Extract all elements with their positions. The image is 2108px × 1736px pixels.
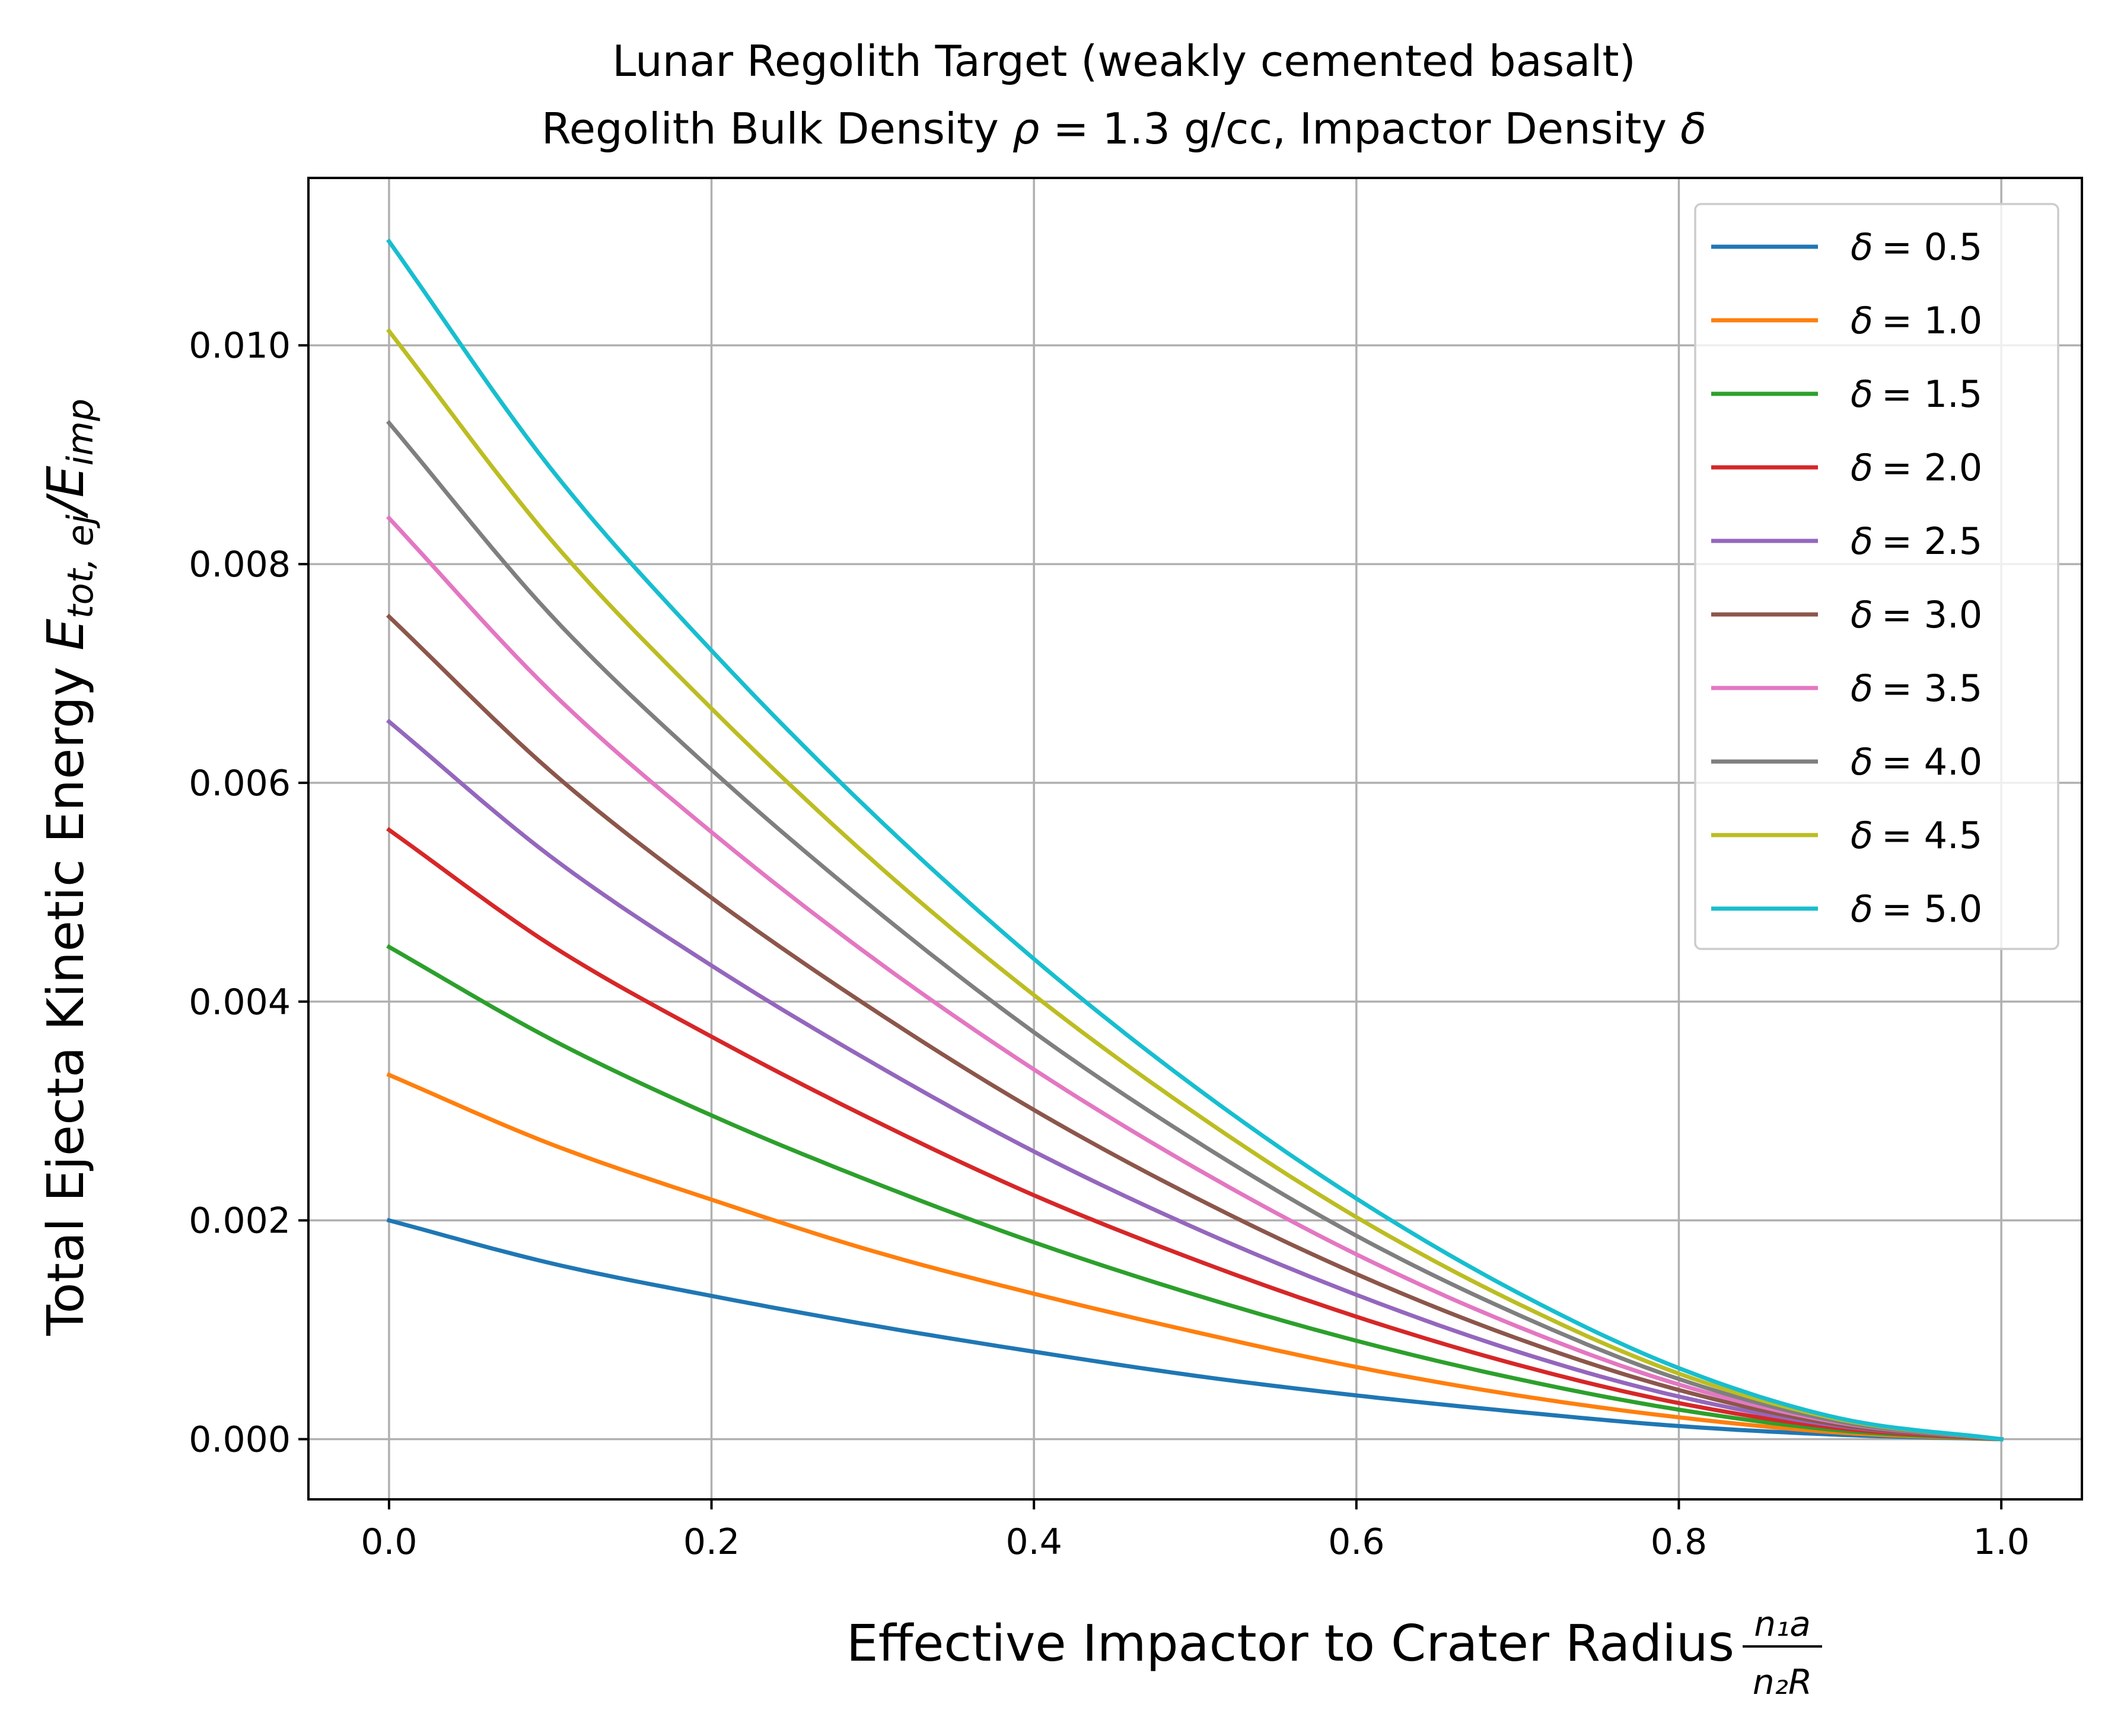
- x-tick-label: 0.2: [683, 1521, 740, 1563]
- title-prefix: Regolith Bulk Density: [542, 104, 1012, 154]
- legend-value: = 2.5: [1881, 520, 1982, 563]
- legend-label: δ = 3.0: [1851, 593, 1982, 636]
- y-tick-label: 0.006: [189, 763, 291, 804]
- legend-value: = 1.5: [1881, 372, 1982, 416]
- x-tick-label: 1.0: [1973, 1521, 2029, 1563]
- x-axis-label-text: Effective Impactor to Crater Radius: [846, 1614, 1734, 1673]
- y-tick-label: 0.002: [189, 1200, 291, 1242]
- legend-value: = 3.5: [1881, 667, 1982, 710]
- legend-label: δ = 4.5: [1851, 814, 1982, 857]
- series-line-6: [386, 515, 2004, 1442]
- legend-label: δ = 3.5: [1851, 667, 1982, 710]
- x-axis-ticks: 0.0 0.2 0.4 0.6 0.8 1.0: [361, 1499, 2030, 1563]
- chart-title-line-2: Regolith Bulk Density ρ = 1.3 g/cc, Impa…: [542, 104, 1706, 154]
- legend-symbol: δ: [1851, 225, 1873, 269]
- legend-symbol: δ: [1851, 593, 1873, 636]
- y-axis-label-sub1: tot, ej: [60, 514, 101, 619]
- y-tick-label: 0.008: [189, 544, 291, 585]
- legend-symbol: δ: [1851, 814, 1873, 857]
- legend-symbol: δ: [1851, 887, 1873, 931]
- legend-value: = 3.0: [1881, 593, 1982, 636]
- legend-symbol: δ: [1851, 372, 1873, 416]
- x-tick-label: 0.0: [361, 1521, 417, 1563]
- legend-box: [1694, 203, 2059, 950]
- y-axis-label-sub2: imp: [60, 399, 101, 466]
- series-line-2: [386, 944, 2004, 1442]
- legend-value: = 2.0: [1881, 446, 1982, 489]
- series-line-8: [386, 328, 2004, 1442]
- x-axis-label-denominator: n₂R: [1753, 1662, 1812, 1702]
- legend-symbol: δ: [1851, 667, 1873, 710]
- legend: δ = 0.5δ = 1.0δ = 1.5δ = 2.0δ = 2.5δ = 3.0δ = 3…: [1694, 203, 2059, 950]
- x-tick-label: 0.8: [1651, 1521, 1707, 1563]
- series-line-4: [386, 718, 2004, 1442]
- series-line-1: [386, 1072, 2004, 1442]
- series-line-0: [386, 1218, 2004, 1442]
- y-axis-label-E1: E: [37, 619, 95, 651]
- legend-value: = 0.5: [1881, 225, 1982, 269]
- y-axis-label-E2: E: [37, 466, 95, 498]
- y-axis-label: Total Ejecta Kinetic Energy Etot, ej/Eim…: [37, 399, 101, 1336]
- legend-label: δ = 1.0: [1851, 299, 1982, 342]
- y-tick-label: 0.004: [189, 982, 291, 1023]
- plot-frame: [307, 177, 2083, 1501]
- legend-symbol: δ: [1851, 446, 1873, 489]
- legend-label: δ = 2.5: [1851, 520, 1982, 563]
- x-tick-label: 0.6: [1328, 1521, 1384, 1563]
- y-axis-label-text: Total Ejecta Kinetic Energy: [37, 651, 95, 1336]
- legend-value: = 1.0: [1881, 299, 1982, 342]
- legend-symbol: δ: [1851, 299, 1873, 342]
- x-axis-label-numerator: n₁a: [1754, 1604, 1811, 1644]
- series-line-3: [386, 827, 2004, 1442]
- title-rho-symbol: ρ: [1012, 104, 1040, 154]
- legend-label: δ = 4.0: [1851, 740, 1982, 783]
- x-axis-label: Effective Impactor to Crater Radius n₁a …: [846, 1604, 1822, 1702]
- legend-symbol: δ: [1851, 520, 1873, 563]
- legend-value: = 4.5: [1881, 814, 1982, 857]
- x-tick-label: 0.4: [1005, 1521, 1062, 1563]
- chart-title-line-1: Lunar Regolith Target (weakly cemented b…: [612, 36, 1635, 86]
- y-axis-ticks: 0.000 0.002 0.004 0.006 0.008 0.010: [189, 325, 308, 1461]
- legend-label: δ = 2.0: [1851, 446, 1982, 489]
- title-middle: = 1.3 g/cc, Impactor Density: [1039, 104, 1680, 154]
- series-lines: [386, 238, 2004, 1442]
- legend-label: δ = 0.5: [1851, 225, 1982, 269]
- title-delta-symbol: δ: [1680, 104, 1706, 154]
- legend-symbol: δ: [1851, 740, 1873, 783]
- series-line-7: [386, 420, 2004, 1442]
- y-tick-label: 0.010: [189, 325, 291, 367]
- series-line-5: [386, 613, 2004, 1442]
- legend-value: = 5.0: [1881, 887, 1982, 931]
- legend-value: = 4.0: [1881, 740, 1982, 783]
- series-line-9: [386, 238, 2004, 1442]
- y-tick-label: 0.000: [189, 1419, 291, 1461]
- legend-label: δ = 5.0: [1851, 887, 1982, 931]
- legend-label: δ = 1.5: [1851, 372, 1982, 416]
